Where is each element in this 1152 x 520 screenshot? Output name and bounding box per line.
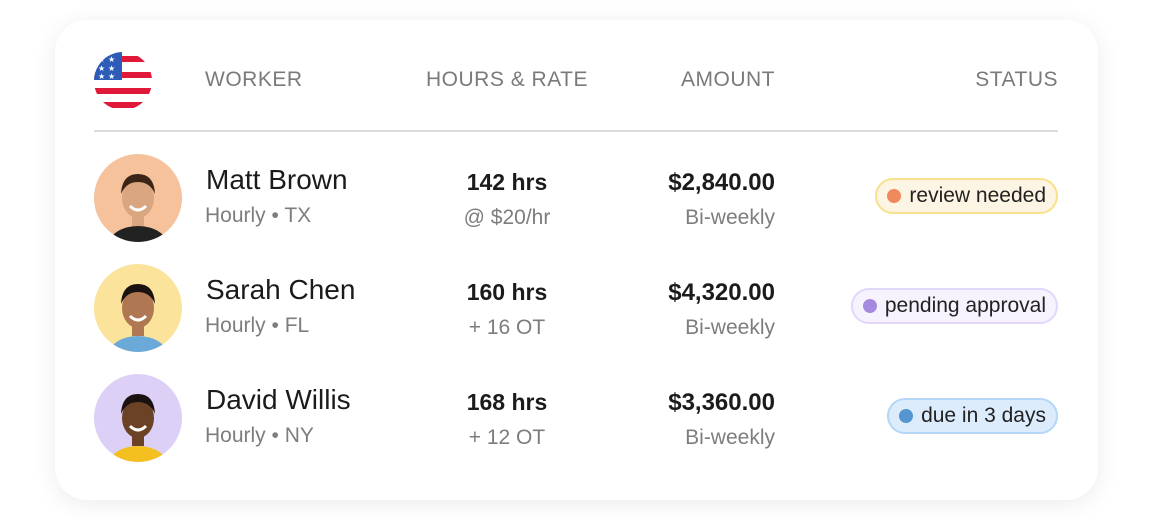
hours: 160 hrs — [466, 279, 548, 305]
svg-text:★: ★ — [108, 55, 115, 64]
avatar — [94, 264, 182, 352]
amount: $2,840.00 — [668, 169, 775, 196]
hours: 168 hrs — [466, 389, 548, 415]
svg-text:★: ★ — [98, 72, 105, 81]
pay-frequency: Bi-weekly — [685, 206, 775, 229]
column-header-status: STATUS — [975, 68, 1058, 91]
worker-meta: Hourly • FL — [205, 314, 310, 337]
svg-text:★: ★ — [108, 72, 115, 81]
rate: + 12 OT — [468, 426, 546, 449]
column-header-amount: AMOUNT — [681, 68, 775, 91]
svg-text:★: ★ — [98, 55, 105, 64]
header-divider — [94, 130, 1058, 132]
status-label: pending approval — [884, 294, 1046, 317]
table-row[interactable]: Sarah Chen Hourly • FL 160 hrs + 16 OT $… — [0, 264, 1152, 364]
status-badge[interactable]: pending approval — [850, 288, 1058, 324]
column-header-worker: WORKER — [205, 68, 303, 91]
hours: 142 hrs — [466, 169, 548, 195]
avatar — [94, 154, 182, 242]
amount: $4,320.00 — [668, 279, 775, 306]
status-badge[interactable]: due in 3 days — [887, 398, 1058, 434]
status-label: review needed — [909, 184, 1046, 207]
amount: $3,360.00 — [668, 389, 775, 416]
status-dot-icon — [899, 409, 914, 423]
status-dot-icon — [862, 299, 877, 313]
pay-frequency: Bi-weekly — [685, 426, 775, 449]
rate: @ $20/hr — [463, 206, 551, 229]
table-row[interactable]: David Willis Hourly • NY 168 hrs + 12 OT… — [0, 374, 1152, 474]
avatar — [94, 374, 182, 462]
status-badge[interactable]: review needed — [875, 178, 1058, 214]
table-row[interactable]: Matt Brown Hourly • TX 142 hrs @ $20/hr … — [0, 154, 1152, 254]
worker-meta: Hourly • TX — [205, 204, 312, 227]
us-flag-icon: ★ ★ ★ ★ ★ ★ — [94, 52, 152, 110]
column-header-hours-rate: HOURS & RATE — [426, 68, 588, 91]
status-label: due in 3 days — [921, 404, 1046, 427]
rate: + 16 OT — [468, 316, 546, 339]
worker-meta: Hourly • NY — [205, 424, 314, 447]
worker-name: Sarah Chen — [206, 274, 356, 305]
svg-text:★: ★ — [108, 64, 115, 73]
pay-frequency: Bi-weekly — [685, 316, 775, 339]
worker-name: Matt Brown — [206, 164, 348, 195]
worker-name: David Willis — [206, 384, 351, 415]
svg-text:★: ★ — [98, 64, 105, 73]
status-dot-icon — [887, 189, 902, 203]
